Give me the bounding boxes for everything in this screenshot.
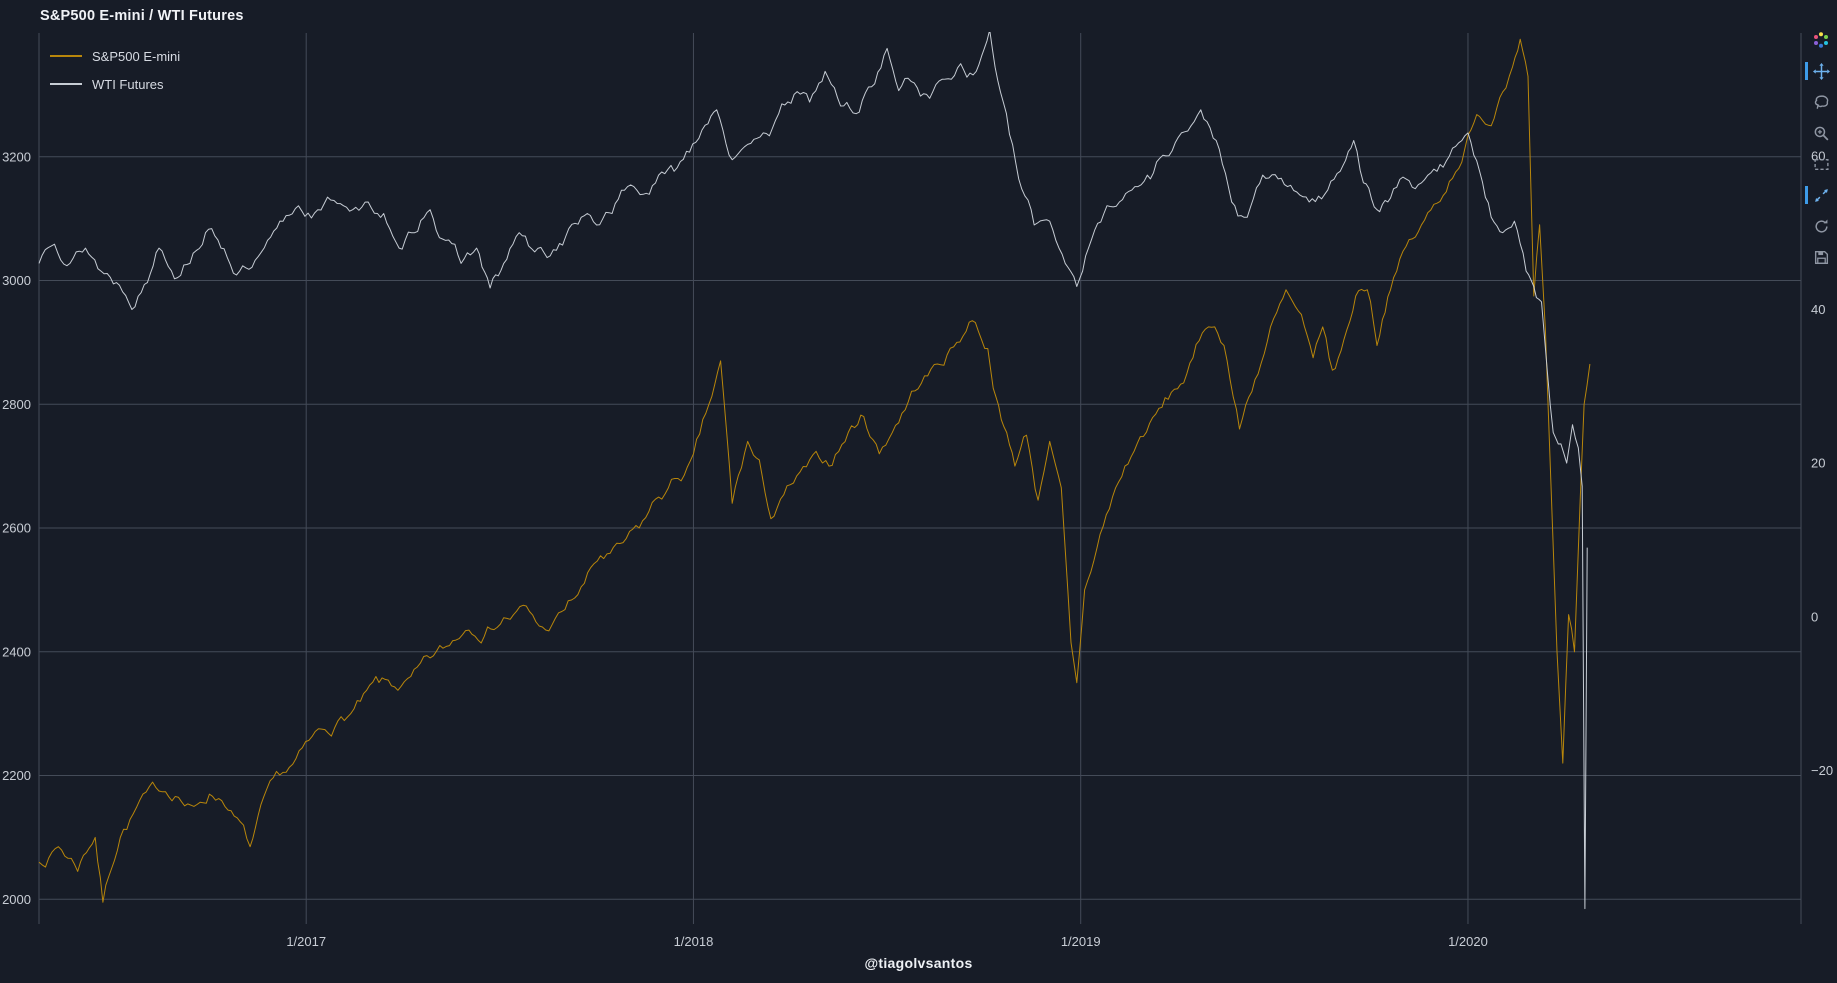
modebar: [1805, 28, 1832, 269]
legend: S&P500 E-mini WTI Futures: [50, 42, 180, 98]
x-tick-label: 1/2019: [1061, 934, 1101, 949]
zoom-in-icon[interactable]: [1810, 121, 1832, 145]
box-select-icon[interactable]: [1810, 152, 1832, 176]
watermark-credit: @tiagolvsantos: [864, 955, 973, 971]
y-right-tick-label: 20: [1811, 456, 1825, 471]
y-left-tick-label: 2800: [2, 397, 31, 412]
series-line-wti: [38, 32, 1588, 910]
plotly-logo[interactable]: [1810, 28, 1832, 52]
y-left-tick-label: 2400: [2, 644, 31, 659]
lasso-select-icon[interactable]: [1810, 90, 1832, 114]
series-line-sp500: [38, 38, 1591, 903]
autoscale-icon[interactable]: [1805, 183, 1832, 207]
reset-axes-icon[interactable]: [1810, 214, 1832, 238]
y-left-tick-label: 3200: [2, 149, 31, 164]
y-right-tick-label: 40: [1811, 302, 1825, 317]
y-left-tick-label: 2200: [2, 768, 31, 783]
y-right-tick-label: 0: [1811, 609, 1818, 624]
y-left-tick-label: 2600: [2, 521, 31, 536]
wti-line-swatch: [50, 83, 82, 85]
chart-title: S&P500 E-mini / WTI Futures: [40, 8, 244, 24]
legend-item-sp500-e-mini[interactable]: S&P500 E-mini: [50, 42, 180, 70]
y-right-tick-label: −20: [1811, 763, 1833, 778]
save-icon[interactable]: [1810, 245, 1832, 269]
legend-label-sp500: S&P500 E-mini: [92, 48, 181, 64]
y-left-tick-label: 3000: [2, 273, 31, 288]
x-tick-label: 1/2017: [286, 934, 326, 949]
x-tick-label: 1/2018: [674, 934, 714, 949]
x-tick-label: 1/2020: [1448, 934, 1488, 949]
y-left-tick-label: 2000: [2, 892, 31, 907]
legend-label-wti: WTI Futures: [92, 76, 164, 92]
legend-item-wti-futures[interactable]: WTI Futures: [50, 70, 180, 98]
sp500-line-swatch: [50, 55, 82, 57]
pan-icon[interactable]: [1805, 59, 1832, 83]
